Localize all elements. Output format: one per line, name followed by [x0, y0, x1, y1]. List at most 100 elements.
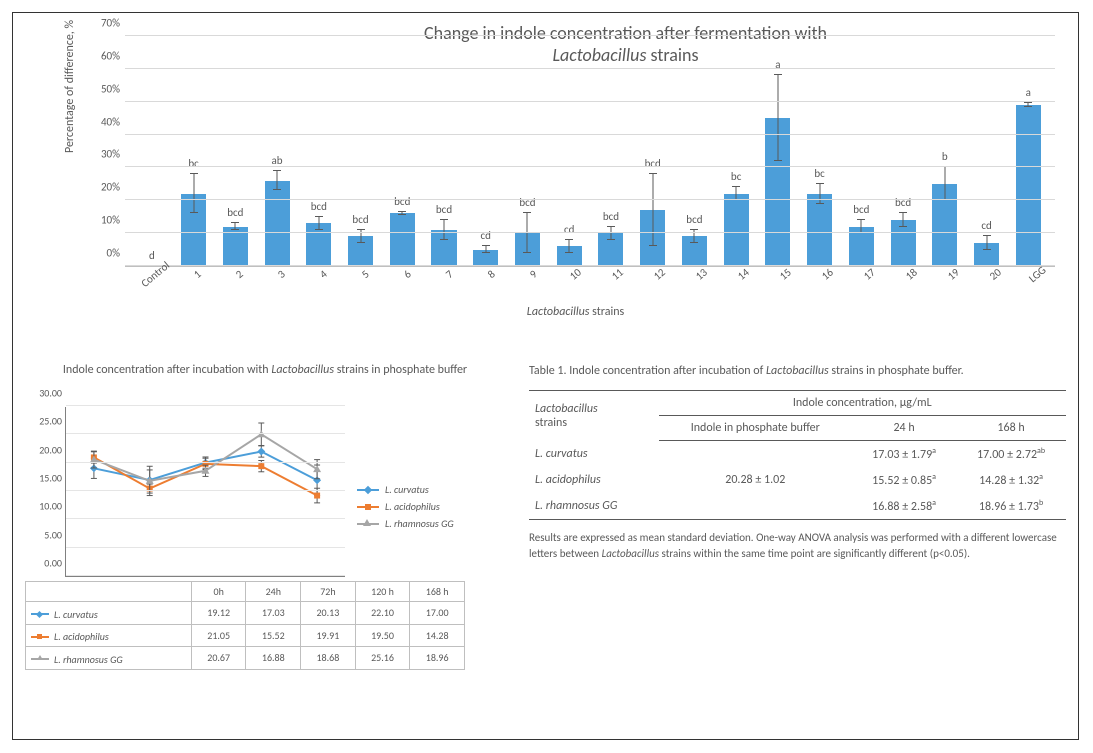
- bar-chart-y-tick-label: 30%: [80, 148, 120, 161]
- results-table: Lactobacillus strains Indole concentrati…: [529, 390, 1066, 520]
- bar-chart-errorbar: [193, 174, 194, 213]
- bar-chart-y-tick-label: 10%: [80, 214, 120, 227]
- line-chart-panel: Indole concentration after incubation wi…: [25, 363, 505, 727]
- linechart-table-cell: 15.52: [246, 624, 301, 647]
- linechart-table-cell: 19.91: [301, 624, 356, 647]
- line-chart-plot-area: 0.005.0010.0015.0020.0025.0030.00: [65, 407, 345, 577]
- results-table-buffer-cell: [659, 493, 853, 520]
- bar-chart-sig-label: bcd: [381, 195, 423, 208]
- bar-chart-errorcap: [398, 214, 406, 215]
- results-table-buffer-cell: 20.28 ± 1.02: [659, 467, 853, 493]
- line-chart-legend-item: L. acidophilus: [357, 500, 454, 513]
- bar-chart-plot-area: dbcbcdabbcdbcdbcdbcdcdbcdcdbcdbcdbcdbcab…: [125, 37, 1055, 267]
- bar-chart-errorcap: [482, 252, 490, 253]
- linechart-table-cell: 20.67: [191, 647, 246, 670]
- results-table-strain-name: L. rhamnosus GG: [529, 493, 659, 520]
- line-chart-y-tick-label: 20.00: [26, 443, 62, 456]
- legend-line-icon: [357, 506, 379, 508]
- line-chart-y-tick-label: 10.00: [26, 500, 62, 513]
- bar-chart-errorcap: [690, 242, 698, 243]
- bar-chart-bar: [1016, 105, 1041, 266]
- bar-chart-gridline: [125, 101, 1055, 102]
- bar-chart-bar: [265, 181, 290, 266]
- bar-chart-gridline: [125, 68, 1055, 69]
- linechart-table-header: 24h: [246, 582, 301, 602]
- bar-chart: Change in indole concentration after fer…: [25, 23, 1066, 333]
- bar-chart-sig-label: cd: [548, 223, 590, 236]
- bar-chart-errorcap: [482, 245, 490, 246]
- bar-chart-sig-label: b: [924, 150, 966, 163]
- bar-chart-sig-label: bc: [799, 167, 841, 180]
- bar-chart-x-labels: Control1234567891011121314151617181920LG…: [131, 269, 1055, 282]
- bar-chart-gridline: [125, 35, 1055, 36]
- results-table-col-strain-italic: Lactobacillus: [535, 402, 598, 416]
- bar-chart-errorcap: [774, 74, 782, 75]
- bar-chart-sig-label: ab: [256, 154, 298, 167]
- linechart-table-rowlabel: L. acidophilus: [26, 624, 192, 647]
- bar-chart-errorbar: [652, 174, 653, 246]
- bar-chart-errorcap: [649, 173, 657, 174]
- results-table-subcol-0: Indole in phosphate buffer: [659, 415, 853, 440]
- bar-chart-sig-label: a: [1007, 86, 1049, 99]
- bar-chart-bar: [390, 213, 415, 266]
- bar-chart-errorcap: [1024, 102, 1032, 103]
- bar-chart-y-tick-label: 40%: [80, 115, 120, 128]
- bar-chart-errorcap: [857, 219, 865, 220]
- results-table-footnote: Results are expressed as mean standard d…: [529, 530, 1066, 562]
- linechart-table-header: 120 h: [355, 582, 410, 602]
- legend-series-label: L. acidophilus: [385, 500, 440, 513]
- line-chart-y-tick-label: 5.00: [26, 528, 62, 541]
- line-chart-gridline: [66, 433, 345, 434]
- bar-chart-sig-label: cd: [966, 219, 1008, 232]
- bar-chart-errorcap: [190, 212, 198, 213]
- linechart-table-cell: 16.88: [246, 647, 301, 670]
- line-chart-title-pre: Indole concentration after incubation wi…: [63, 363, 271, 377]
- bar-chart-sig-label: bcd: [214, 206, 256, 219]
- linechart-table-cell: 17.03: [246, 602, 301, 625]
- linechart-table-header: 72h: [301, 582, 356, 602]
- bar-chart-errorcap: [273, 189, 281, 190]
- bar-chart-bar: [807, 194, 832, 266]
- line-chart-legend: L. curvatus L. acidophilus L. rhamnosus GG: [357, 483, 454, 534]
- bar-chart-bar: [891, 220, 916, 266]
- linechart-table-cell: 17.00: [410, 602, 465, 625]
- results-table-caption-pre: Table 1. Indole concentration after incu…: [529, 364, 766, 378]
- results-table-168h-cell: 17.00 ± 2.72ab: [956, 440, 1066, 467]
- results-table-group-header: Indole concentration, µg/mL: [659, 390, 1066, 415]
- legend-series-label: L. rhamnosus GG: [385, 517, 454, 530]
- linechart-table-cell: 21.05: [191, 624, 246, 647]
- bar-chart-sig-label: bcd: [674, 213, 716, 226]
- line-chart-gridline: [66, 405, 345, 406]
- line-chart-title-post: strains in phosphate buffer: [334, 363, 467, 377]
- bar-chart-errorcap: [690, 229, 698, 230]
- linechart-table-cell: 25.16: [355, 647, 410, 670]
- linechart-table-header: 0h: [191, 582, 246, 602]
- bar-chart-errorcap: [607, 226, 615, 227]
- line-chart-gridline: [66, 575, 345, 576]
- line-chart-gridline: [66, 547, 345, 548]
- results-table-body: L. curvatus17.03 ± 1.79a17.00 ± 2.72abL.…: [529, 440, 1066, 519]
- results-table-24h-cell: 17.03 ± 1.79a: [852, 440, 956, 467]
- bar-chart-gridline: [125, 166, 1055, 167]
- legend-series-label: L. curvatus: [385, 483, 429, 496]
- legend-line-icon: [357, 489, 379, 491]
- bar-chart-sig-label: bc: [173, 157, 215, 170]
- results-table-subcol-2: 168 h: [956, 415, 1066, 440]
- bar-chart-errorcap: [231, 229, 239, 230]
- line-chart-y-tick-label: 25.00: [26, 415, 62, 428]
- bar-chart-gridline: [125, 232, 1055, 233]
- bar-chart-sig-label: a: [757, 58, 799, 71]
- line-chart-data-table: 0h24h72h120 h168 hL. curvatus19.1217.032…: [25, 581, 465, 670]
- linechart-table-cell: 20.13: [301, 602, 356, 625]
- results-table-panel: Table 1. Indole concentration after incu…: [529, 363, 1066, 727]
- bar-chart-sig-label: bcd: [840, 203, 882, 216]
- bar-chart-errorcap: [440, 239, 448, 240]
- line-chart-gridline: [66, 490, 345, 491]
- bar-chart-sig-label: bc: [715, 170, 757, 183]
- results-table-footnote-p2: strains within the same time point are s…: [659, 547, 970, 560]
- bar-chart-errorbar: [819, 184, 820, 204]
- bar-chart-y-tick-label: 0%: [80, 247, 120, 260]
- bar-chart-errorbar: [777, 75, 778, 160]
- bar-chart-errorcap: [273, 170, 281, 171]
- bar-chart-errorcap: [1024, 106, 1032, 107]
